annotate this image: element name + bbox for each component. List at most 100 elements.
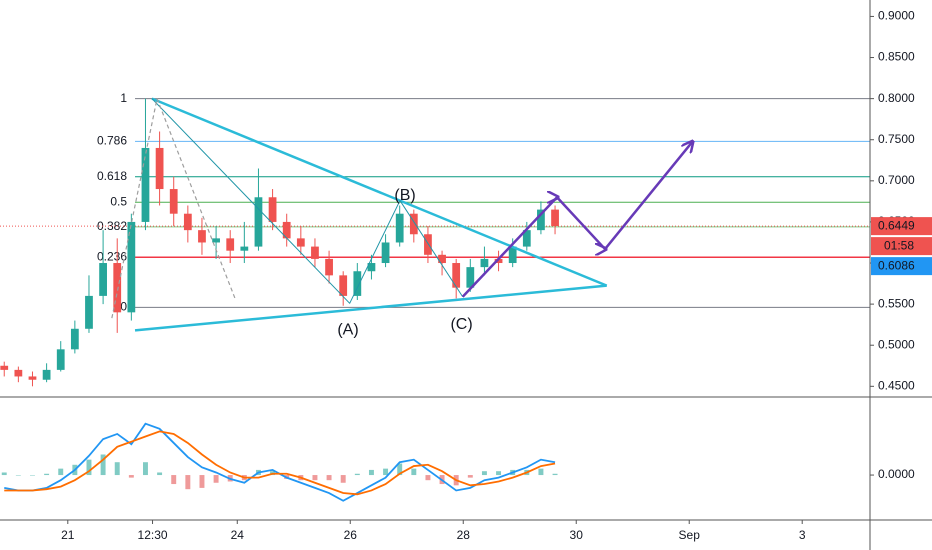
- fib-label: 0.382: [97, 219, 127, 233]
- fib-label: 0.618: [97, 169, 127, 183]
- candle-body: [395, 213, 404, 243]
- y-tick-label: 0.9000: [878, 9, 915, 23]
- countdown-label: 01:58: [884, 238, 914, 252]
- histogram-bar: [114, 462, 120, 476]
- x-tick-label: 30: [570, 528, 584, 542]
- histogram-bar: [383, 468, 389, 476]
- histogram-bar: [552, 473, 558, 476]
- fib-label: 1: [120, 91, 127, 105]
- y-tick-label: 0.4500: [878, 378, 915, 392]
- histogram-bar: [86, 459, 92, 476]
- histogram-bar: [368, 469, 374, 476]
- candle-body: [353, 271, 362, 296]
- signal-line: [4, 430, 556, 496]
- candle-body: [212, 238, 220, 243]
- candle-body: [466, 267, 475, 288]
- level-price-badge: [871, 257, 932, 276]
- y-tick-label: 0.7500: [878, 132, 915, 146]
- y-tick-label: 0.7000: [878, 173, 915, 187]
- fib-label: 0.786: [97, 134, 127, 148]
- histogram-bar: [496, 471, 502, 476]
- y-tick-label: 0.0000: [878, 467, 915, 481]
- fib-label: 0.5: [110, 194, 127, 208]
- candle-body: [127, 221, 136, 313]
- histogram-bar: [44, 473, 50, 476]
- y-tick-label: 0.5000: [878, 337, 915, 351]
- candle-body: [240, 246, 249, 251]
- wave-label: (A): [337, 322, 358, 339]
- candle-body: [311, 246, 319, 259]
- candle-body: [367, 263, 376, 272]
- last-price-label: 0.6449: [878, 218, 915, 232]
- fib-label: 0: [120, 300, 127, 314]
- y-tick-label: 0.8500: [878, 50, 915, 64]
- x-tick-label: 12:30: [138, 528, 168, 542]
- wave-label: (C): [450, 316, 472, 333]
- x-tick-label: 28: [457, 528, 471, 542]
- histogram-bar: [157, 472, 163, 476]
- candle-body: [226, 238, 235, 251]
- candle-body: [282, 221, 291, 239]
- histogram-bar: [185, 475, 191, 490]
- histogram-bar: [58, 468, 64, 476]
- candle-body: [183, 213, 192, 231]
- candle-body: [70, 328, 79, 350]
- histogram-bar: [411, 468, 417, 476]
- trendline: [461, 142, 692, 298]
- candle-body: [141, 147, 150, 222]
- fib-label: 0.236: [97, 249, 127, 263]
- candle-body: [296, 238, 305, 247]
- candle-body: [537, 209, 545, 231]
- histogram-bar: [100, 454, 106, 476]
- y-tick-label: 0.5500: [878, 296, 915, 310]
- candle-body: [0, 365, 9, 370]
- level-price-label: 0.6086: [878, 258, 915, 272]
- x-tick-label: 24: [231, 528, 245, 542]
- candle-body: [452, 263, 461, 288]
- x-tick-label: 21: [61, 528, 75, 542]
- candle-body: [254, 197, 263, 247]
- candle-body: [424, 234, 432, 255]
- histogram-bar: [30, 475, 35, 476]
- candle-body: [14, 369, 23, 377]
- candle-body: [169, 189, 178, 214]
- candle-body: [56, 349, 65, 370]
- histogram-bar: [1, 472, 7, 476]
- histogram-bar: [354, 473, 360, 476]
- x-tick-label: Sep: [679, 528, 701, 542]
- candle-body: [508, 246, 517, 264]
- candle-body: [28, 376, 37, 380]
- histogram-bar: [538, 468, 544, 476]
- histogram-bar: [397, 463, 403, 476]
- candle-body: [409, 213, 418, 235]
- histogram-bar: [213, 475, 219, 483]
- candle-body: [268, 197, 277, 222]
- candle-body: [99, 263, 107, 296]
- histogram-bar: [199, 475, 205, 488]
- candle-body: [494, 258, 503, 264]
- histogram-bar: [425, 475, 431, 481]
- histogram-bar: [481, 471, 487, 476]
- last-price-badge: [871, 217, 932, 236]
- trendline: [134, 284, 607, 332]
- histogram-bar: [15, 475, 21, 476]
- candle-body: [381, 242, 390, 264]
- trendline: [151, 97, 608, 287]
- x-tick-label: 3: [799, 528, 806, 542]
- candle-body: [438, 254, 446, 264]
- histogram-bar: [171, 475, 177, 485]
- histogram-bar: [340, 475, 346, 483]
- y-tick-label: 0.8000: [878, 91, 915, 105]
- trendline: [111, 98, 236, 319]
- histogram-bar: [467, 475, 473, 478]
- candle-body: [325, 258, 333, 276]
- histogram-bar: [312, 475, 318, 481]
- candle-body: [155, 147, 164, 190]
- histogram-bar: [142, 462, 148, 476]
- candle-body: [480, 258, 489, 268]
- candle-body: [522, 230, 531, 247]
- candle-body: [85, 295, 93, 329]
- candle-body: [42, 369, 51, 380]
